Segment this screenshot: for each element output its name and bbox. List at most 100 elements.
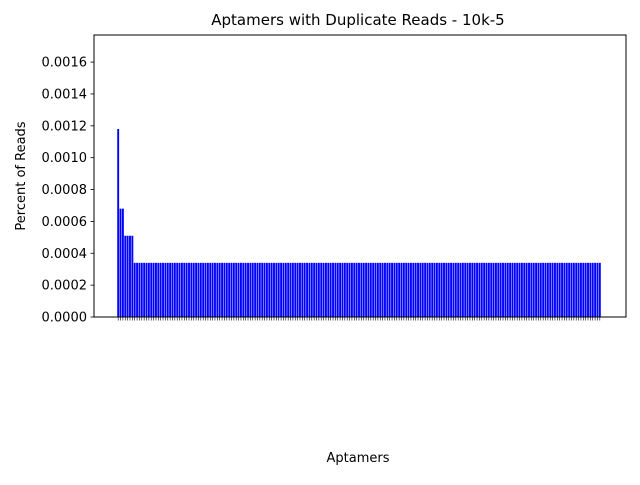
bar xyxy=(360,262,363,317)
bar xyxy=(150,262,153,317)
bar xyxy=(516,262,519,317)
bar xyxy=(126,235,129,317)
bar xyxy=(348,262,351,317)
bar xyxy=(343,262,346,317)
bar xyxy=(525,262,528,317)
bar xyxy=(520,262,523,317)
bar xyxy=(315,262,318,317)
bar xyxy=(469,262,471,317)
bar xyxy=(419,262,422,317)
y-ticks-group: 0.0000 0.0002 0.0004 0.0006 0.0008 0.0010 0.00… xyxy=(42,56,94,326)
y-tick-label: 0.0000 xyxy=(42,311,88,326)
bar xyxy=(511,262,514,317)
bar xyxy=(492,262,495,317)
bar xyxy=(558,262,561,317)
bar xyxy=(287,262,290,317)
bar xyxy=(478,262,481,317)
bar xyxy=(273,262,275,317)
bar xyxy=(530,262,533,317)
bar xyxy=(275,262,278,317)
bar xyxy=(388,262,391,317)
bar xyxy=(188,262,190,317)
bar xyxy=(171,262,174,317)
bar xyxy=(178,262,181,317)
bar xyxy=(223,262,226,317)
bar xyxy=(308,262,311,317)
bar xyxy=(431,262,434,317)
bar xyxy=(119,208,122,317)
bar xyxy=(587,262,589,317)
bar xyxy=(376,262,379,317)
bar xyxy=(535,262,538,317)
bar xyxy=(282,262,285,317)
bar xyxy=(221,262,224,317)
bar xyxy=(310,262,313,317)
bar xyxy=(303,262,306,317)
bar xyxy=(450,262,453,317)
bar xyxy=(280,262,283,317)
bar xyxy=(353,262,356,317)
bar xyxy=(204,262,207,317)
y-axis-label: Percent of Reads xyxy=(14,121,29,230)
bar xyxy=(410,262,412,317)
bar xyxy=(386,262,389,317)
bar xyxy=(502,262,504,317)
bar xyxy=(242,262,245,317)
bar xyxy=(157,262,160,317)
bar xyxy=(265,262,268,317)
bars-group xyxy=(117,129,601,317)
bar xyxy=(435,262,438,317)
bar xyxy=(490,262,493,317)
bar xyxy=(263,262,266,317)
bar xyxy=(532,262,535,317)
bar xyxy=(438,262,441,317)
bar xyxy=(336,262,339,317)
bar xyxy=(506,262,509,317)
chart-title: Aptamers with Duplicate Reads - 10k-5 xyxy=(211,11,504,29)
x-ticks-group xyxy=(117,317,601,321)
bar xyxy=(334,262,337,317)
y-tick-label: 0.0002 xyxy=(42,279,88,294)
bar xyxy=(124,235,127,317)
bar xyxy=(138,262,141,317)
bar xyxy=(214,262,216,317)
bar xyxy=(473,262,476,317)
bar xyxy=(185,262,188,317)
bar xyxy=(244,262,247,317)
bar xyxy=(461,262,464,317)
bar xyxy=(391,262,393,317)
bar xyxy=(466,262,469,317)
bar xyxy=(232,262,235,317)
bar xyxy=(294,262,297,317)
bar xyxy=(270,262,273,317)
bar xyxy=(166,262,169,317)
bar xyxy=(230,262,233,317)
bar xyxy=(575,262,578,317)
bar xyxy=(596,262,599,317)
bar xyxy=(523,262,526,317)
bar xyxy=(445,262,448,317)
bar xyxy=(374,262,377,317)
bar xyxy=(589,262,592,317)
bar xyxy=(400,262,403,317)
bar xyxy=(594,262,597,317)
bar xyxy=(565,262,568,317)
bar xyxy=(433,262,436,317)
bar xyxy=(546,262,549,317)
bar xyxy=(291,262,294,317)
bar xyxy=(539,262,542,317)
bar xyxy=(209,262,212,317)
bar xyxy=(537,262,540,317)
bar xyxy=(457,262,460,317)
bar xyxy=(225,262,228,317)
bar xyxy=(362,262,365,317)
bar xyxy=(393,262,396,317)
bar xyxy=(471,262,474,317)
bar xyxy=(379,262,382,317)
bar xyxy=(313,262,316,317)
bar xyxy=(424,262,427,317)
y-tick-label: 0.0012 xyxy=(42,119,88,134)
bar xyxy=(561,262,563,317)
